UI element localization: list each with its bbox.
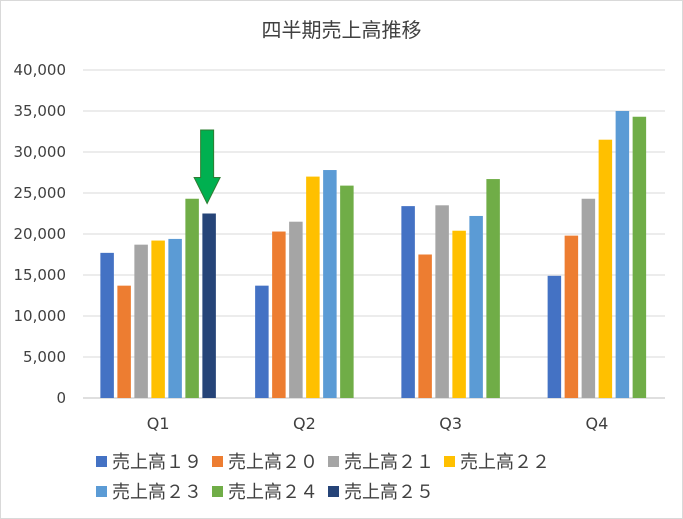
y-tick-label: 25,000 <box>14 184 67 202</box>
legend-item: 売上高２４ <box>212 478 318 504</box>
y-tick-label: 0 <box>56 389 66 407</box>
legend-item: 売上高１９ <box>96 448 202 474</box>
x-tick-label: Q3 <box>439 414 462 433</box>
bar <box>581 198 596 398</box>
legend-label: 売上高２０ <box>228 452 318 473</box>
bar <box>547 275 562 398</box>
bar <box>185 198 199 398</box>
y-tick-label: 20,000 <box>14 225 67 243</box>
y-tick-label: 10,000 <box>14 307 67 325</box>
legend-swatch <box>212 485 223 497</box>
bar <box>151 240 165 398</box>
legend-swatch <box>212 455 223 467</box>
legend-label: 売上高２１ <box>344 452 434 473</box>
bar <box>255 285 269 398</box>
legend-item: 売上高２５ <box>328 478 434 504</box>
legend-swatch <box>328 485 339 497</box>
bar <box>306 176 320 398</box>
down-arrow-icon <box>193 129 221 205</box>
x-axis: Q1 Q2 Q3 Q4 <box>147 414 609 433</box>
bar <box>323 170 337 398</box>
bar <box>435 205 449 398</box>
bar <box>401 206 415 398</box>
bar <box>117 285 131 398</box>
y-tick-label: 30,000 <box>14 143 67 161</box>
bar <box>340 185 354 398</box>
bar <box>598 139 613 398</box>
y-tick-label: 15,000 <box>14 266 67 284</box>
bar <box>486 179 500 398</box>
bar <box>134 244 148 398</box>
legend-label: 売上高１９ <box>112 452 202 473</box>
bar <box>418 254 432 398</box>
bar <box>632 116 647 399</box>
bar <box>564 235 579 398</box>
annotations <box>193 129 221 205</box>
legend-label: 売上高２３ <box>112 482 202 503</box>
x-tick-label: Q1 <box>147 414 170 433</box>
bar <box>452 230 466 398</box>
legend-item: 売上高２１ <box>328 448 434 474</box>
x-tick-label: Q2 <box>293 414 316 433</box>
x-tick-label: Q4 <box>585 414 608 433</box>
bar <box>272 231 286 398</box>
legend-swatch <box>444 455 455 467</box>
bar <box>100 252 114 398</box>
legend-label: 売上高２４ <box>228 482 318 503</box>
legend-swatch <box>96 485 107 497</box>
bar <box>168 238 182 398</box>
chart-title: 四半期売上高推移 <box>261 18 422 42</box>
y-tick-label: 40,000 <box>14 61 67 79</box>
bar <box>615 111 630 398</box>
legend-item: 売上高２３ <box>96 478 202 504</box>
legend-swatch <box>96 455 107 467</box>
bars <box>100 111 647 399</box>
legend-label: 売上高２２ <box>460 452 550 473</box>
legend-swatch <box>328 455 339 467</box>
legend-item: 売上高２２ <box>444 448 550 474</box>
y-tick-label: 5,000 <box>23 348 66 366</box>
y-axis: 0 5,000 10,000 15,000 20,000 25,000 30,000 35,0… <box>14 61 67 407</box>
bar <box>469 215 483 398</box>
legend-row: 売上高２３ 売上高２４ 売上高２５ <box>96 476 656 506</box>
legend: 売上高１９ 売上高２０ 売上高２１ 売上高２２ 売上高２３ 売上高２４ 売上高２５ <box>96 446 656 506</box>
y-tick-label: 35,000 <box>14 102 67 120</box>
legend-label: 売上高２５ <box>344 482 434 503</box>
bar <box>202 213 216 398</box>
legend-item: 売上高２０ <box>212 448 318 474</box>
bar <box>289 221 303 398</box>
legend-row: 売上高１９ 売上高２０ 売上高２１ 売上高２２ <box>96 446 656 476</box>
